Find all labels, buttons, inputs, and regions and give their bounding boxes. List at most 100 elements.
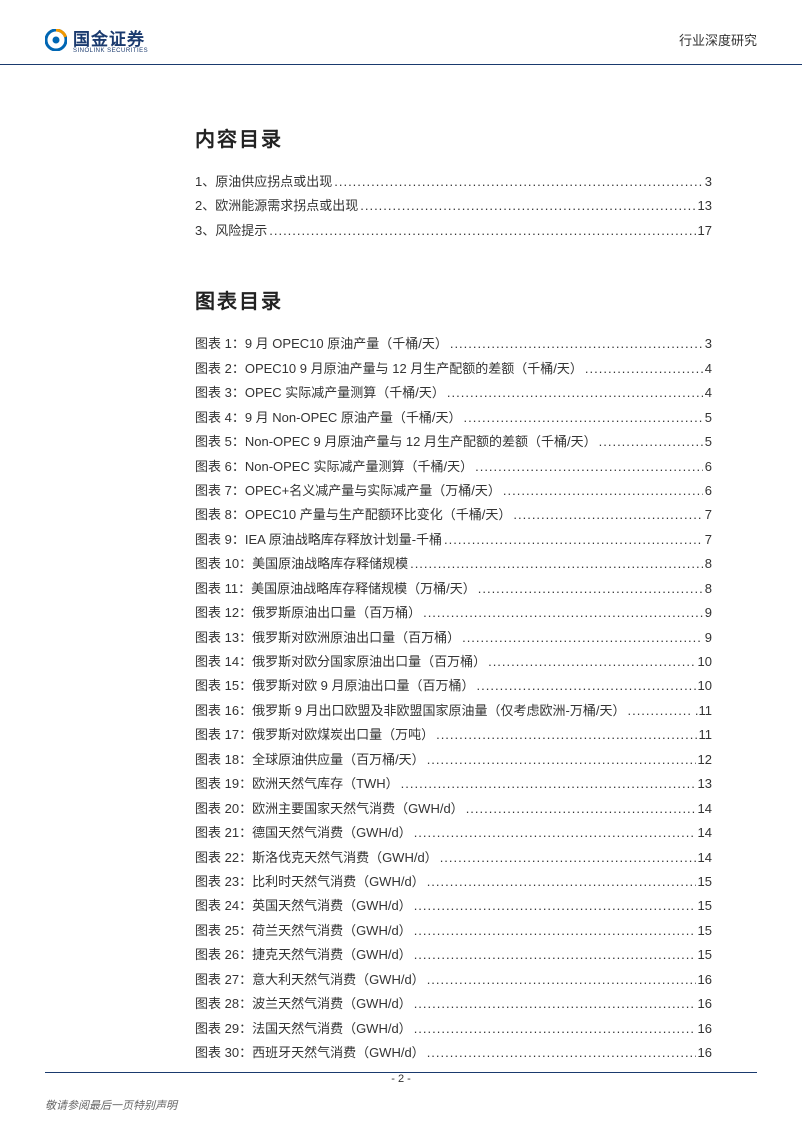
toc-entry[interactable]: 图表 26：捷克天然气消费（GWH/d）15	[195, 943, 712, 967]
toc-leader-dots	[360, 194, 695, 218]
toc-entry[interactable]: 图表 5：Non-OPEC 9 月原油产量与 12 月生产配额的差额（千桶/天）…	[195, 430, 712, 454]
toc-entry[interactable]: 图表 13：俄罗斯对欧洲原油出口量（百万桶）9	[195, 626, 712, 650]
toc-leader-dots	[627, 699, 692, 723]
logo-block: 国金证券 SINOLINK SECURITIES	[45, 25, 148, 54]
toc-leader-dots	[414, 1017, 696, 1041]
toc-entry[interactable]: 图表 30：西班牙天然气消费（GWH/d） 16	[195, 1041, 712, 1065]
toc-entry[interactable]: 图表 2：OPEC10 9 月原油产量与 12 月生产配额的差额（千桶/天）4	[195, 357, 712, 381]
toc-entry[interactable]: 图表 11：美国原油战略库存释储规模（万桶/天）8	[195, 577, 712, 601]
toc-entry[interactable]: 图表 25：荷兰天然气消费（GWH/d）15	[195, 919, 712, 943]
toc-entry-text: 图表 28：波兰天然气消费（GWH/d）	[195, 992, 412, 1016]
toc-leader-dots	[440, 846, 696, 870]
toc-leader-dots	[466, 797, 696, 821]
toc-entry[interactable]: 图表 20：欧洲主要国家天然气消费（GWH/d）14	[195, 797, 712, 821]
toc-leader-dots	[450, 332, 703, 356]
toc-entry-page: 15	[698, 919, 712, 943]
toc-leader-dots	[427, 968, 696, 992]
toc-entry-text: 图表 12：俄罗斯原油出口量（百万桶）	[195, 601, 421, 625]
toc-entry-page: 15	[698, 894, 712, 918]
toc-entry-text: 图表 22：斯洛伐克天然气消费（GWH/d）	[195, 846, 438, 870]
toc-entry[interactable]: 图表 24：英国天然气消费（GWH/d）15	[195, 894, 712, 918]
toc-entry-text: 图表 17：俄罗斯对欧煤炭出口量（万吨）	[195, 723, 434, 747]
toc-entry[interactable]: 图表 14：俄罗斯对欧分国家原油出口量（百万桶）10	[195, 650, 712, 674]
toc-entry-text: 图表 8：OPEC10 产量与生产配额环比变化（千桶/天）	[195, 503, 511, 527]
toc-entry[interactable]: 图表 21：德国天然气消费（GWH/d）14	[195, 821, 712, 845]
toc-entry-page: 16	[698, 1041, 712, 1065]
toc-entry[interactable]: 1、原油供应拐点或出现3	[195, 170, 712, 194]
toc-leader-dots	[414, 821, 696, 845]
toc-entry-text: 图表 26：捷克天然气消费（GWH/d）	[195, 943, 412, 967]
toc-entry-text: 图表 27：意大利天然气消费（GWH/d）	[195, 968, 425, 992]
toc-entry[interactable]: 图表 18：全球原油供应量（百万桶/天） 12	[195, 748, 712, 772]
toc-entry-page: 9	[705, 626, 712, 650]
toc-entry-text: 图表 7：OPEC+名义减产量与实际减产量（万桶/天）	[195, 479, 501, 503]
toc-entry[interactable]: 图表 7：OPEC+名义减产量与实际减产量（万桶/天）6	[195, 479, 712, 503]
charts-toc-title: 图表目录	[195, 285, 712, 314]
toc-leader-dots	[513, 503, 702, 527]
toc-leader-dots	[414, 894, 696, 918]
document-page: 国金证券 SINOLINK SECURITIES 行业深度研究 内容目录 1、原…	[0, 0, 802, 1133]
toc-entry-page: 14	[698, 797, 712, 821]
toc-entry-page: 3	[705, 332, 712, 356]
toc-entry[interactable]: 图表 29：法国天然气消费（GWH/d）16	[195, 1017, 712, 1041]
toc-entry[interactable]: 图表 22：斯洛伐克天然气消费（GWH/d） 14	[195, 846, 712, 870]
toc-entry-page: 7	[705, 503, 712, 527]
sinolink-logo-icon	[45, 29, 67, 51]
toc-entry-text: 图表 3：OPEC 实际减产量测算（千桶/天）	[195, 381, 445, 405]
toc-entry[interactable]: 图表 8：OPEC10 产量与生产配额环比变化（千桶/天） 7	[195, 503, 712, 527]
content-toc-list: 1、原油供应拐点或出现32、欧洲能源需求拐点或出现133、风险提示17	[195, 170, 712, 243]
toc-entry[interactable]: 图表 12：俄罗斯原油出口量（百万桶）9	[195, 601, 712, 625]
toc-entry-text: 图表 6：Non-OPEC 实际减产量测算（千桶/天）	[195, 455, 473, 479]
toc-entry[interactable]: 图表 28：波兰天然气消费（GWH/d）16	[195, 992, 712, 1016]
toc-leader-dots	[423, 601, 703, 625]
toc-entry[interactable]: 图表 3：OPEC 实际减产量测算（千桶/天） 4	[195, 381, 712, 405]
content-area: 内容目录 1、原油供应拐点或出现32、欧洲能源需求拐点或出现133、风险提示17…	[0, 65, 802, 1065]
toc-leader-dots	[488, 650, 695, 674]
toc-entry-text: 图表 9：IEA 原油战略库存释放计划量-千桶	[195, 528, 442, 552]
toc-entry[interactable]: 图表 19：欧洲天然气库存（TWH）13	[195, 772, 712, 796]
toc-entry[interactable]: 3、风险提示17	[195, 219, 712, 243]
toc-entry-text: 图表 16：俄罗斯 9 月出口欧盟及非欧盟国家原油量（仅考虑欧洲-万桶/天）	[195, 699, 625, 723]
toc-leader-dots	[427, 870, 696, 894]
charts-toc-list: 图表 1：9 月 OPEC10 原油产量（千桶/天） 3图表 2：OPEC10 9…	[195, 332, 712, 1065]
toc-entry-page: 5	[705, 406, 712, 430]
toc-leader-dots	[478, 577, 703, 601]
toc-leader-dots	[334, 170, 703, 194]
toc-entry-text: 图表 1：9 月 OPEC10 原油产量（千桶/天）	[195, 332, 448, 356]
toc-entry[interactable]: 图表 9：IEA 原油战略库存释放计划量-千桶7	[195, 528, 712, 552]
content-toc-title: 内容目录	[195, 123, 712, 152]
toc-entry-page: 10	[698, 674, 712, 698]
toc-entry-text: 图表 14：俄罗斯对欧分国家原油出口量（百万桶）	[195, 650, 486, 674]
toc-leader-dots	[503, 479, 703, 503]
toc-entry[interactable]: 图表 15：俄罗斯对欧 9 月原油出口量（百万桶） 10	[195, 674, 712, 698]
logo-text-block: 国金证券 SINOLINK SECURITIES	[73, 25, 148, 54]
toc-entry-text: 图表 18：全球原油供应量（百万桶/天）	[195, 748, 425, 772]
toc-entry-page: 8	[705, 552, 712, 576]
toc-entry-page: 6	[705, 455, 712, 479]
toc-entry-page: 4	[705, 381, 712, 405]
toc-leader-dots	[462, 626, 703, 650]
toc-leader-dots	[447, 381, 703, 405]
toc-entry[interactable]: 图表 4：9 月 Non-OPEC 原油产量（千桶/天） 5	[195, 406, 712, 430]
toc-entry[interactable]: 图表 10：美国原油战略库存释储规模8	[195, 552, 712, 576]
toc-entry-text: 图表 30：西班牙天然气消费（GWH/d）	[195, 1041, 425, 1065]
toc-leader-dots	[427, 748, 696, 772]
toc-entry-text: 图表 4：9 月 Non-OPEC 原油产量（千桶/天）	[195, 406, 462, 430]
toc-entry-page: 11	[699, 723, 713, 747]
toc-entry-page: 14	[698, 821, 712, 845]
toc-entry[interactable]: 图表 6：Non-OPEC 实际减产量测算（千桶/天） 6	[195, 455, 712, 479]
toc-entry-page: 12	[698, 748, 712, 772]
logo-text-en: SINOLINK SECURITIES	[73, 48, 148, 54]
toc-leader-dots	[414, 943, 696, 967]
toc-entry-page: 14	[698, 846, 712, 870]
footer-page-number: - 2 -	[0, 1073, 802, 1085]
toc-entry[interactable]: 图表 17：俄罗斯对欧煤炭出口量（万吨） 11	[195, 723, 712, 747]
toc-entry[interactable]: 2、欧洲能源需求拐点或出现13	[195, 194, 712, 218]
toc-entry-text: 3、风险提示	[195, 219, 267, 243]
toc-entry[interactable]: 图表 23：比利时天然气消费（GWH/d）15	[195, 870, 712, 894]
toc-entry[interactable]: 图表 27：意大利天然气消费（GWH/d）16	[195, 968, 712, 992]
footer-disclaimer: 敬请参阅最后一页特别声明	[45, 1097, 177, 1113]
toc-entry[interactable]: 图表 1：9 月 OPEC10 原油产量（千桶/天） 3	[195, 332, 712, 356]
toc-entry-text: 图表 15：俄罗斯对欧 9 月原油出口量（百万桶）	[195, 674, 475, 698]
toc-entry[interactable]: 图表 16：俄罗斯 9 月出口欧盟及非欧盟国家原油量（仅考虑欧洲-万桶/天）.1…	[195, 699, 712, 723]
